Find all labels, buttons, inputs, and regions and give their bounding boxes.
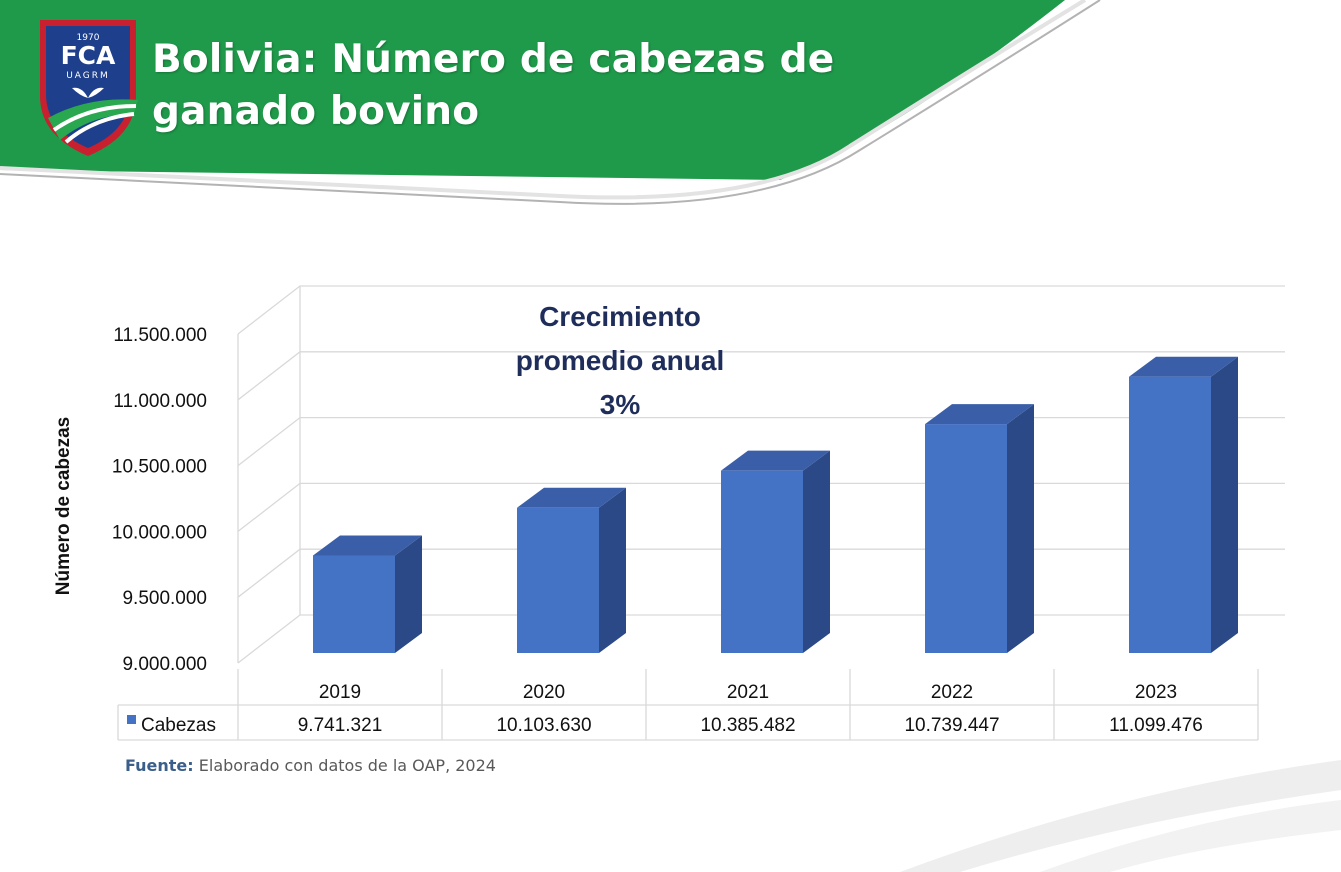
bar-2022 <box>925 404 1034 653</box>
header-curve-line <box>0 0 1101 205</box>
logo-university: UAGRM <box>66 71 110 81</box>
data-table-value: 10.103.630 <box>496 715 591 736</box>
y-tick-label: 9.000.000 <box>122 654 207 675</box>
logo-field-white <box>52 104 137 144</box>
annotation-line-2: promedio anual <box>515 345 725 376</box>
header-green-band <box>0 0 1065 180</box>
y-tick-label: 11.000.000 <box>113 391 207 412</box>
data-table-value: 10.385.482 <box>700 715 795 736</box>
bar-top-face <box>1129 356 1238 377</box>
data-table-value: 9.741.321 <box>298 715 383 736</box>
bar-top-face <box>313 535 422 556</box>
bottom-swoosh <box>900 760 1341 872</box>
bar-front-face <box>721 470 803 653</box>
logo-year: 1970 <box>77 33 100 43</box>
y-axis-ticks: 9.000.000 9.500.000 10.000.000 10.500.000 11… <box>112 325 207 675</box>
growth-annotation: Crecimiento promedio anual 3% <box>470 295 770 427</box>
bar-side-face <box>1211 356 1238 653</box>
bar-top-face <box>721 450 830 471</box>
data-table: 2019 9.741.321 2020 10.103.630 2021 10.385.48… <box>117 669 1259 741</box>
source-text: Elaborado con datos de la OAP, 2024 <box>198 756 496 775</box>
x-tick-label: 2023 <box>1135 682 1177 703</box>
bar-2020 <box>517 487 626 653</box>
bar-side-face <box>395 535 422 653</box>
legend-key <box>127 715 136 724</box>
y-tick-label: 10.000.000 <box>112 522 207 543</box>
page-title-line-2: ganado bovino <box>152 89 480 134</box>
data-table-value: 10.739.447 <box>904 715 999 736</box>
page-title: Bolivia: Número de cabezas de ganado bov… <box>152 34 834 138</box>
logo-acronym: FCA <box>61 41 116 70</box>
logo-sprout-icon <box>72 87 104 98</box>
source-note: Fuente: Elaborado con datos de la OAP, 2… <box>125 756 496 775</box>
fca-logo: 1970 FCA UAGRM <box>40 20 138 156</box>
bar-2023 <box>1129 356 1238 653</box>
y-tick-label: 10.500.000 <box>112 457 207 478</box>
bar-side-face <box>1007 404 1034 653</box>
annotation-line-1: Crecimiento <box>539 301 701 332</box>
x-tick-label: 2020 <box>523 682 565 703</box>
bar-front-face <box>517 507 599 653</box>
bar-2019 <box>313 535 422 653</box>
bar-top-face <box>925 404 1034 425</box>
y-tick-label: 9.500.000 <box>122 588 207 609</box>
source-label: Fuente: <box>125 756 194 775</box>
bar-side-face <box>599 487 626 653</box>
logo-field-green <box>48 99 138 140</box>
bar-front-face <box>313 555 395 653</box>
y-tick-label: 11.500.000 <box>113 325 207 346</box>
data-table-value: 11.099.476 <box>1109 715 1203 736</box>
bottom-swoosh-2 <box>1040 800 1341 872</box>
header-curve-line-2 <box>0 0 1087 200</box>
bar-front-face <box>1129 376 1211 653</box>
annotation-line-3: 3% <box>599 389 641 420</box>
bar-side-face <box>803 450 830 653</box>
x-tick-label: 2021 <box>727 682 769 703</box>
bar-top-face <box>517 487 626 508</box>
y-axis-title: Número de cabezas <box>53 416 74 596</box>
x-tick-label: 2022 <box>931 682 973 703</box>
x-tick-label: 2019 <box>319 682 361 703</box>
bar-front-face <box>925 424 1007 653</box>
legend-label: Cabezas <box>141 715 216 736</box>
bar-2021 <box>721 450 830 653</box>
chart-bars <box>313 356 1238 653</box>
page-title-line-1: Bolivia: Número de cabezas de <box>152 37 835 82</box>
